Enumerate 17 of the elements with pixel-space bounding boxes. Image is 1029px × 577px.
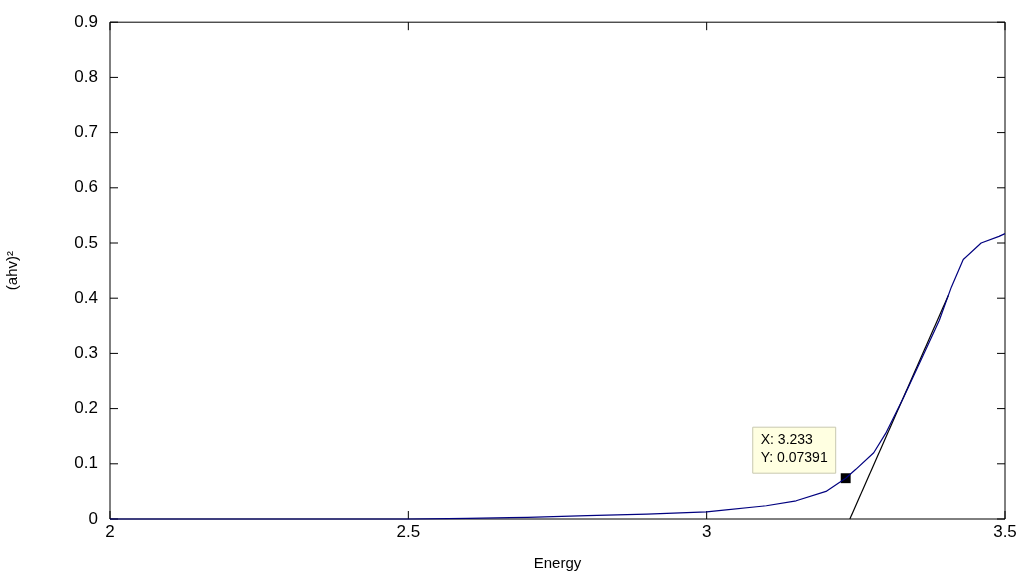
y-tick-label: 0 xyxy=(88,508,98,528)
annotation: X: 3.233 Y: 0.07391 xyxy=(760,431,828,466)
y-tick-label: 0.9 xyxy=(74,11,98,31)
x-tick-label: 3.5 xyxy=(993,521,1017,541)
y-tick-label: 0.2 xyxy=(74,398,98,418)
y-tick-label: 0.3 xyxy=(74,343,98,363)
y-tick-label: 0.6 xyxy=(74,177,98,197)
y-tick-label: 0.4 xyxy=(74,287,98,307)
x-tick-label: 2.5 xyxy=(396,521,421,541)
y-tick-label: 0.7 xyxy=(74,122,98,142)
y-tick-label: 0.5 xyxy=(74,232,98,252)
x-tick-label: 3 xyxy=(701,521,712,541)
x-tick-label: 2 xyxy=(105,521,115,541)
y-tick-label: 0.1 xyxy=(74,453,98,473)
y-axis-title: (ahv)² xyxy=(3,251,21,291)
x-axis-title: Energy xyxy=(533,554,582,572)
y-tick-label: 0.8 xyxy=(74,67,98,87)
